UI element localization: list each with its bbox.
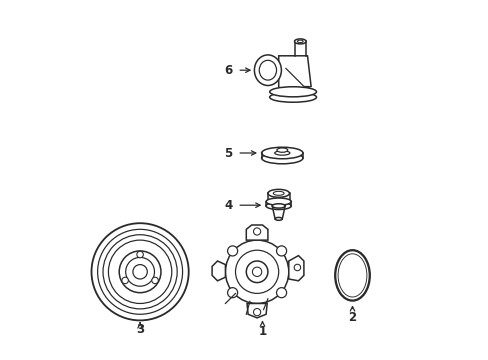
Ellipse shape: [269, 92, 316, 102]
Circle shape: [276, 288, 286, 298]
Circle shape: [227, 246, 237, 256]
Circle shape: [253, 309, 260, 316]
Polygon shape: [278, 56, 310, 95]
Circle shape: [122, 277, 128, 284]
Circle shape: [246, 261, 267, 283]
Text: 6: 6: [224, 64, 232, 77]
Ellipse shape: [261, 147, 303, 159]
Ellipse shape: [267, 189, 289, 197]
Ellipse shape: [265, 198, 291, 205]
Ellipse shape: [275, 217, 282, 220]
Polygon shape: [246, 303, 266, 318]
Ellipse shape: [337, 254, 366, 297]
Circle shape: [294, 264, 300, 271]
Circle shape: [235, 250, 278, 293]
Ellipse shape: [265, 202, 291, 210]
Text: 2: 2: [348, 311, 356, 324]
Circle shape: [276, 246, 286, 256]
Circle shape: [225, 240, 288, 303]
Ellipse shape: [276, 148, 287, 152]
Circle shape: [125, 257, 154, 286]
Circle shape: [227, 288, 237, 298]
Circle shape: [91, 223, 188, 320]
Text: 1: 1: [258, 325, 266, 338]
Circle shape: [119, 251, 161, 293]
Polygon shape: [212, 261, 225, 281]
Ellipse shape: [259, 60, 276, 80]
Ellipse shape: [294, 39, 305, 44]
Ellipse shape: [272, 204, 285, 208]
Circle shape: [137, 251, 143, 258]
Circle shape: [252, 267, 261, 276]
Ellipse shape: [297, 40, 303, 42]
Text: 5: 5: [224, 147, 232, 159]
Circle shape: [133, 265, 147, 279]
Ellipse shape: [254, 55, 281, 85]
Ellipse shape: [274, 151, 289, 155]
Ellipse shape: [269, 87, 316, 97]
Ellipse shape: [273, 192, 284, 195]
Ellipse shape: [261, 152, 303, 164]
Text: 4: 4: [224, 199, 232, 212]
Ellipse shape: [335, 250, 369, 301]
Polygon shape: [288, 256, 303, 281]
Circle shape: [253, 228, 260, 235]
Text: 3: 3: [136, 323, 144, 336]
Circle shape: [151, 277, 158, 284]
Polygon shape: [246, 225, 267, 240]
